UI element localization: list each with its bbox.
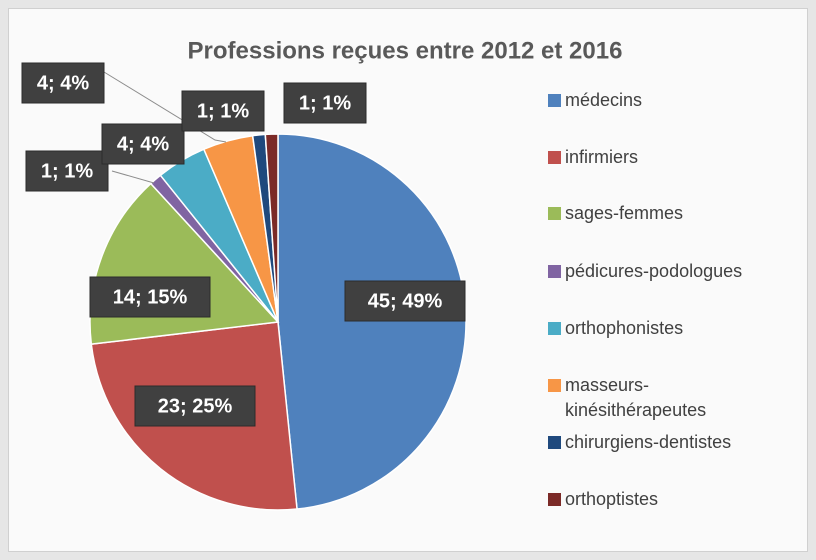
legend-swatch (548, 207, 561, 220)
legend-swatch (548, 436, 561, 449)
data-label: 4; 4% (37, 72, 89, 94)
legend-label: sages-femmes (565, 203, 684, 223)
data-label: 45; 49% (368, 290, 443, 312)
legend-swatch (548, 94, 561, 107)
data-label: 14; 15% (113, 286, 188, 308)
data-label: 1; 1% (41, 160, 93, 182)
legend-item: médecins (548, 88, 778, 113)
legend-label: médecins (565, 90, 643, 110)
legend-item: sages-femmes (548, 201, 778, 226)
label-box (25, 150, 109, 192)
legend-label: masseurs-kinésithérapeutes (565, 375, 707, 420)
legend-item: orthoptistes (548, 487, 778, 512)
legend-swatch (548, 265, 561, 278)
chart-title: Professions reçues entre 2012 et 2016 (188, 37, 623, 64)
data-label: 1; 1% (299, 92, 351, 114)
legend-label: infirmiers (565, 147, 639, 167)
legend-label: pédicures-podologues (565, 261, 743, 281)
data-label: 4; 4% (117, 133, 169, 155)
legend-item: pédicures-podologues (548, 259, 778, 284)
legend-item: infirmiers (548, 145, 778, 170)
pie-slice (264, 133, 279, 323)
legend-label: orthoptistes (565, 489, 659, 509)
label-box (101, 123, 185, 165)
legend-item: orthophonistes (548, 316, 778, 341)
pie-slice (277, 133, 467, 510)
legend-label: orthophonistes (565, 318, 684, 338)
legend-item: chirurgiens-dentistes (548, 430, 778, 455)
label-box (344, 280, 466, 322)
label-box (21, 62, 105, 104)
legend-label: chirurgiens-dentistes (565, 432, 732, 452)
legend-swatch (548, 322, 561, 335)
legend-swatch (548, 379, 561, 392)
legend-item: masseurs-kinésithérapeutes (548, 373, 778, 423)
leader-line (103, 71, 227, 143)
label-box (283, 82, 367, 124)
legend-swatch (548, 493, 561, 506)
data-label: 23; 25% (158, 395, 233, 417)
legend-swatch (548, 151, 561, 164)
leader-line (111, 170, 155, 184)
label-box (181, 90, 265, 132)
label-box (89, 276, 211, 318)
label-box (134, 385, 256, 427)
data-label: 1; 1% (197, 100, 249, 122)
